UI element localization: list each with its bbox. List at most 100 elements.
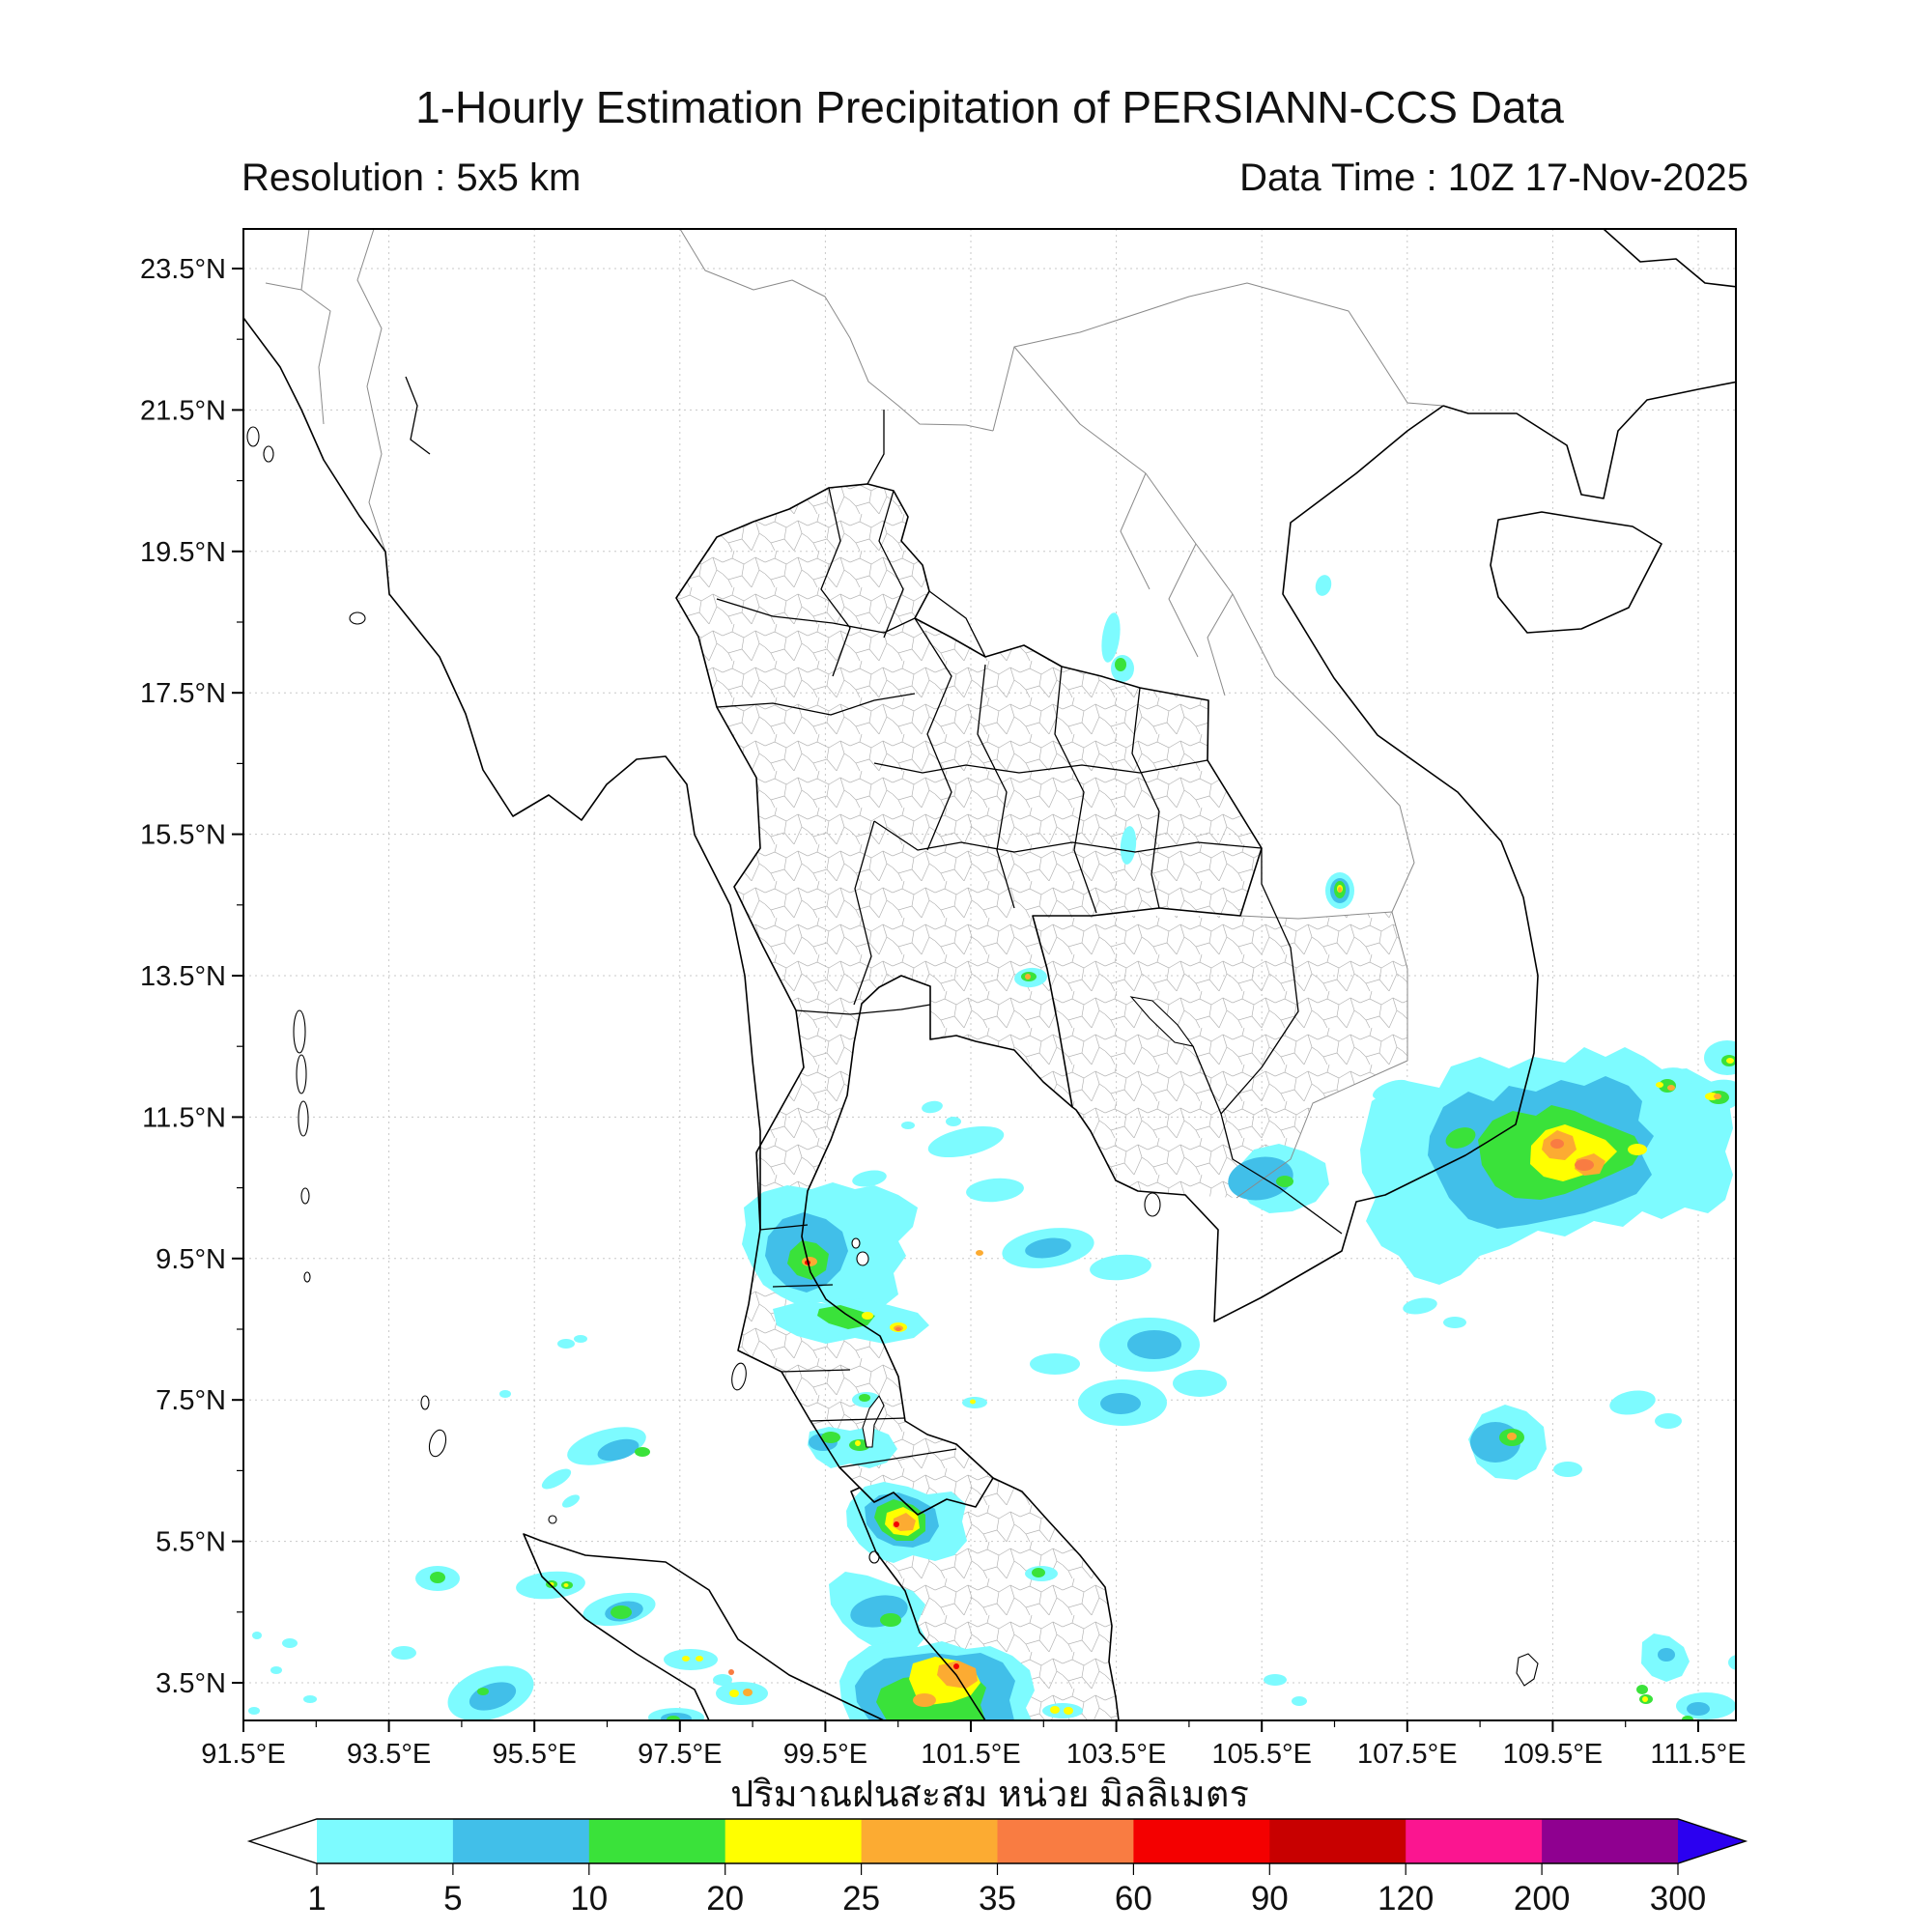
- x-tick-label: 105.5°E: [1211, 1739, 1312, 1770]
- precip-region-c2: [1127, 1330, 1181, 1359]
- y-tick-label: 5.5°N: [156, 1527, 226, 1558]
- precip-region-c5: [893, 1513, 916, 1531]
- precip-region-c4: [682, 1656, 690, 1662]
- precip-region-c1: [557, 1339, 575, 1349]
- rakhine-river: [405, 376, 431, 455]
- precip-region-c5: [1714, 1094, 1721, 1099]
- x-tick-label: 99.5°E: [783, 1739, 867, 1770]
- x-tick-label: 103.5°E: [1066, 1739, 1167, 1770]
- colorbar-tick-label: 20: [706, 1880, 744, 1918]
- precip-region-c1: [1292, 1696, 1307, 1706]
- precip-region-c1: [1553, 1462, 1582, 1477]
- precip-region-c4: [1726, 1058, 1734, 1064]
- colorbar-segment: [997, 1819, 1134, 1863]
- precip-region-c4: [862, 1312, 873, 1320]
- colorbar-tick-label: 35: [979, 1880, 1016, 1918]
- precip-region-c1: [922, 1100, 943, 1114]
- precip-region-c4: [563, 1583, 569, 1587]
- car-nicobar-island: [303, 1271, 311, 1283]
- colorbar: 1 5 10 20 25 35 60 90 120 200 300: [246, 1818, 1748, 1918]
- colorbar-tick-label: 120: [1378, 1880, 1434, 1918]
- precip-region-c1: [901, 1122, 915, 1129]
- y-tick-label: 11.5°N: [142, 1102, 226, 1133]
- precip-region-c1: [852, 1170, 887, 1187]
- x-tick-label: 111.5°E: [1650, 1739, 1746, 1770]
- x-axis-unit-label-thai: ปริมาณฝนสะสม หน่วย มิลลิเมตร: [730, 1775, 1249, 1815]
- precip-region-c1: [1264, 1674, 1287, 1686]
- colorbar-segment: [317, 1819, 454, 1863]
- page-title: 1-Hourly Estimation Precipitation of PER…: [415, 82, 1564, 132]
- precip-region-c1: [1101, 612, 1121, 663]
- precip-region-c1: [713, 1674, 732, 1686]
- y-tick-label: 23.5°N: [140, 254, 226, 285]
- precip-region-c5: [1025, 974, 1031, 980]
- precip-region-c3: [1682, 1716, 1693, 1720]
- colorbar-overflow-arrow: [1678, 1819, 1746, 1863]
- precip-region-c1: [1443, 1317, 1466, 1328]
- precip-region-c6: [895, 1327, 901, 1331]
- precip-region-c2: [1658, 1648, 1675, 1662]
- andaman-island: [293, 1009, 306, 1054]
- precip-region-c1: [1373, 1079, 1409, 1100]
- phangan-island: [851, 1237, 861, 1249]
- laos-cambodia-border: [1239, 911, 1393, 920]
- precip-region-c2: [597, 1438, 639, 1462]
- cambodia-vietnam-border: [1236, 911, 1408, 1199]
- precip-region-c4: [1642, 1696, 1648, 1702]
- precip-region-c5: [1667, 1085, 1675, 1091]
- precip-region-c4: [855, 1440, 861, 1446]
- precip-region-c4: [970, 1399, 976, 1405]
- colorbar-tick-label: 90: [1251, 1880, 1289, 1918]
- precip-region-c1: [1609, 1390, 1656, 1415]
- precip-region-c4: [1050, 1706, 1060, 1714]
- precip-region-c4: [1064, 1707, 1073, 1715]
- colorbar-underflow-arrow: [249, 1819, 317, 1863]
- thailand-province-borders: [716, 487, 1263, 1468]
- colorbar-segment: [452, 1819, 590, 1863]
- xi-river: [1603, 229, 1736, 288]
- precip-region-c6: [728, 1669, 734, 1675]
- x-tick-label: 107.5°E: [1357, 1739, 1458, 1770]
- indochina-coastline: [1071, 405, 1539, 1322]
- precip-region-c1: [303, 1695, 317, 1703]
- samui-island: [856, 1251, 869, 1266]
- cambodia-districts: [1033, 912, 1407, 1198]
- precip-region-c2: [1687, 1702, 1710, 1716]
- data-time-label: Data Time : 10Z 17-Nov-2025: [1239, 156, 1748, 199]
- precip-region-c1: [1728, 1655, 1736, 1670]
- colorbar-tick-label: 60: [1115, 1880, 1152, 1918]
- india-bangladesh-border: [265, 229, 386, 553]
- great-nicobar-island: [428, 1429, 447, 1458]
- precip-region-c5: [976, 1250, 983, 1256]
- laos-province-borders: [1120, 472, 1234, 696]
- precip-region-c1: [716, 1682, 768, 1705]
- precip-region-c1: [1030, 1353, 1080, 1375]
- precip-region-c1: [1704, 1040, 1736, 1075]
- y-tick-label: 21.5°N: [140, 395, 226, 426]
- precip-region-c3: [430, 1572, 445, 1583]
- precip-region-c1: [541, 1468, 572, 1490]
- hainan-island: [1490, 511, 1662, 634]
- y-tick-label: 19.5°N: [140, 537, 226, 568]
- precip-region-c4: [696, 1656, 703, 1662]
- colorbar-segment: [1133, 1819, 1270, 1863]
- precip-region-c3: [667, 1716, 680, 1720]
- y-tick-label: 9.5°N: [156, 1244, 226, 1275]
- precip-region-c3: [880, 1613, 901, 1627]
- y-tick-label: 7.5°N: [156, 1385, 226, 1416]
- precip-region-c4: [729, 1690, 739, 1697]
- precip-region-c5: [1507, 1433, 1517, 1440]
- precip-region-c3: [1032, 1568, 1045, 1577]
- precip-region-c1: [1655, 1413, 1682, 1429]
- colorbar-segment: [588, 1819, 726, 1863]
- precip-region-c1: [1120, 826, 1137, 865]
- precip-region-c1: [1315, 575, 1332, 596]
- colorbar-tick-label: 25: [842, 1880, 880, 1918]
- precip-region-c2: [1025, 1237, 1071, 1259]
- precip-region-c6: [1575, 1159, 1594, 1171]
- coastlines: [243, 229, 1736, 1720]
- myanmar-coastline: [243, 317, 761, 1230]
- colorbar-tick-label: 5: [443, 1880, 462, 1918]
- axes: 91.5°E 23.5°N 93.5°E 21.5°N 95.5°E 19.5°N 97.5…: [140, 254, 1747, 1770]
